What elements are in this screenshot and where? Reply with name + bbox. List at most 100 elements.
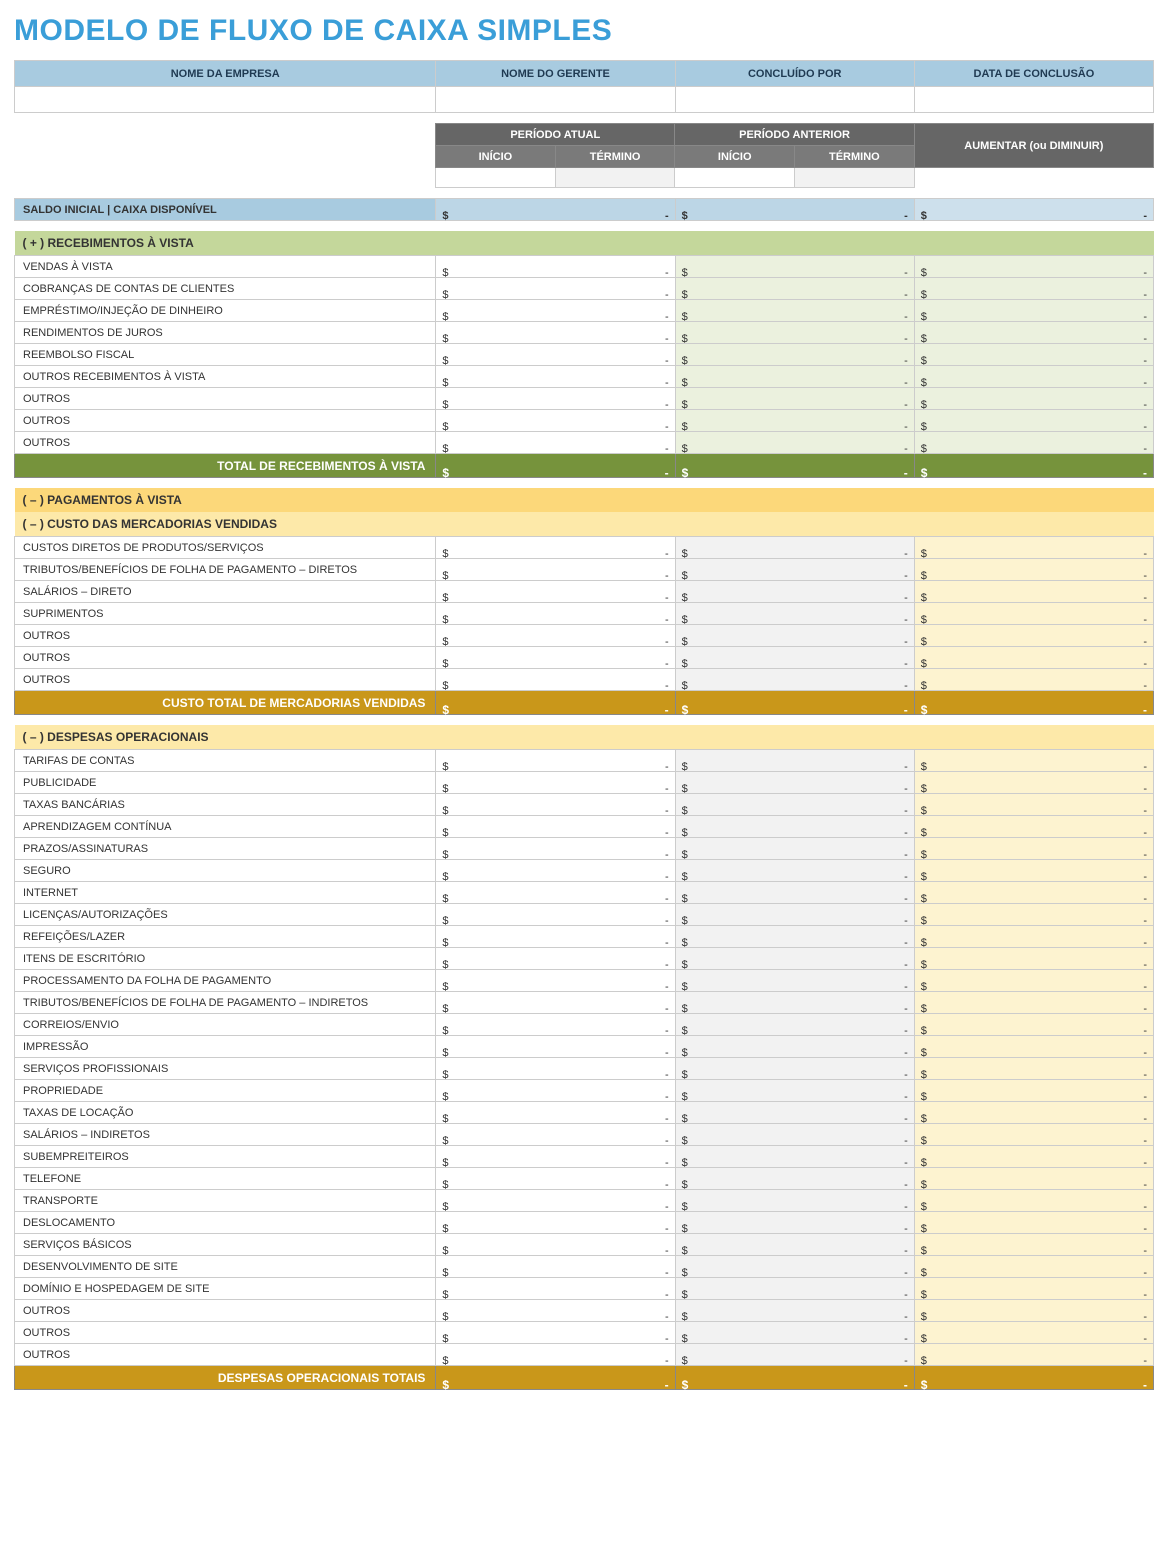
row-money[interactable]: $- — [675, 992, 914, 1014]
row-money[interactable]: $- — [675, 581, 914, 603]
row-money[interactable]: $- — [675, 1344, 914, 1366]
row-money[interactable]: $- — [675, 388, 914, 410]
row-money[interactable]: $- — [675, 1058, 914, 1080]
row-money[interactable]: $- — [436, 581, 675, 603]
row-money[interactable]: $- — [436, 948, 675, 970]
row-money[interactable]: $- — [436, 410, 675, 432]
row-money[interactable]: $- — [436, 647, 675, 669]
row-money[interactable]: $- — [675, 1124, 914, 1146]
info-input-completedby[interactable] — [675, 87, 914, 113]
row-money[interactable]: $- — [436, 1080, 675, 1102]
row-money[interactable]: $- — [675, 278, 914, 300]
row-money[interactable]: $- — [675, 647, 914, 669]
row-money[interactable]: $- — [675, 1212, 914, 1234]
row-money[interactable]: $- — [436, 1124, 675, 1146]
row-money[interactable]: $- — [675, 603, 914, 625]
row-money[interactable]: $- — [675, 772, 914, 794]
row-money[interactable]: $- — [675, 537, 914, 559]
row-money[interactable]: $- — [675, 625, 914, 647]
row-money[interactable]: $- — [436, 322, 675, 344]
row-money[interactable]: $- — [436, 1344, 675, 1366]
row-money[interactable]: $- — [675, 669, 914, 691]
row-money[interactable]: $- — [436, 1058, 675, 1080]
row-money[interactable]: $- — [436, 432, 675, 454]
row-money[interactable]: $- — [436, 860, 675, 882]
row-money[interactable]: $- — [436, 256, 675, 278]
row-money[interactable]: $- — [675, 816, 914, 838]
row-money[interactable]: $- — [675, 838, 914, 860]
row-money[interactable]: $- — [436, 344, 675, 366]
row-money[interactable]: $- — [675, 344, 914, 366]
period-previous-start-input[interactable] — [675, 168, 795, 188]
row-money[interactable]: $- — [436, 838, 675, 860]
row-money[interactable]: $- — [436, 1036, 675, 1058]
row-money[interactable]: $- — [675, 1080, 914, 1102]
row-money[interactable]: $- — [675, 1146, 914, 1168]
row-money[interactable]: $- — [436, 992, 675, 1014]
row-money[interactable]: $- — [675, 926, 914, 948]
row-money[interactable]: $- — [675, 1036, 914, 1058]
row-money[interactable]: $- — [436, 625, 675, 647]
row-money[interactable]: $- — [675, 322, 914, 344]
row-money[interactable]: $- — [436, 603, 675, 625]
row-money[interactable]: $- — [436, 1322, 675, 1344]
row-money[interactable]: $- — [436, 537, 675, 559]
info-input-date[interactable] — [914, 87, 1153, 113]
row-money[interactable]: $- — [675, 1234, 914, 1256]
row-money[interactable]: $- — [675, 1190, 914, 1212]
row-money[interactable]: $- — [675, 750, 914, 772]
row-money[interactable]: $- — [436, 926, 675, 948]
row-money[interactable]: $- — [436, 366, 675, 388]
row-money[interactable]: $- — [436, 300, 675, 322]
row-money[interactable]: $- — [436, 1212, 675, 1234]
row-money[interactable]: $- — [436, 1146, 675, 1168]
row-money[interactable]: $- — [675, 1300, 914, 1322]
row-money[interactable]: $- — [675, 882, 914, 904]
row-money[interactable]: $- — [675, 432, 914, 454]
row-money[interactable]: $- — [436, 970, 675, 992]
row-money[interactable]: $- — [675, 559, 914, 581]
row-money[interactable]: $- — [675, 1322, 914, 1344]
row-label: PROCESSAMENTO DA FOLHA DE PAGAMENTO — [15, 970, 436, 992]
row-money[interactable]: $- — [436, 904, 675, 926]
row-money[interactable]: $- — [675, 1168, 914, 1190]
info-input-company[interactable] — [15, 87, 436, 113]
row-money[interactable]: $- — [436, 1102, 675, 1124]
row-money[interactable]: $- — [675, 1256, 914, 1278]
row-money[interactable]: $- — [675, 300, 914, 322]
row-money[interactable]: $- — [436, 388, 675, 410]
row-money[interactable]: $- — [436, 882, 675, 904]
row-money[interactable]: $- — [675, 1102, 914, 1124]
row-money[interactable]: $- — [675, 904, 914, 926]
row-money[interactable]: $- — [675, 794, 914, 816]
info-input-manager[interactable] — [436, 87, 675, 113]
row-money[interactable]: $- — [436, 1300, 675, 1322]
row-money[interactable]: $- — [436, 772, 675, 794]
row-money[interactable]: $- — [436, 1190, 675, 1212]
row-money: $- — [914, 669, 1153, 691]
row-money[interactable]: $- — [675, 256, 914, 278]
row-money[interactable]: $- — [436, 669, 675, 691]
row-money[interactable]: $- — [675, 1278, 914, 1300]
row-money[interactable]: $- — [675, 860, 914, 882]
row-money[interactable]: $- — [675, 1014, 914, 1036]
row-money[interactable]: $- — [436, 1278, 675, 1300]
row-money[interactable]: $- — [675, 970, 914, 992]
period-current-start-input[interactable] — [436, 168, 556, 188]
row-money[interactable]: $- — [436, 1168, 675, 1190]
row-money[interactable]: $- — [675, 410, 914, 432]
saldo-inicial-current[interactable]: $- — [436, 199, 675, 221]
row-money[interactable]: $- — [675, 366, 914, 388]
period-previous-end-input[interactable] — [795, 168, 915, 188]
row-money[interactable]: $- — [436, 816, 675, 838]
row-money[interactable]: $- — [675, 948, 914, 970]
row-money[interactable]: $- — [436, 1014, 675, 1036]
period-current-end-input[interactable] — [555, 168, 675, 188]
row-money[interactable]: $- — [436, 1234, 675, 1256]
row-money[interactable]: $- — [436, 750, 675, 772]
row-money[interactable]: $- — [436, 278, 675, 300]
row-money[interactable]: $- — [436, 1256, 675, 1278]
saldo-inicial-previous[interactable]: $- — [675, 199, 914, 221]
row-money[interactable]: $- — [436, 794, 675, 816]
row-money[interactable]: $- — [436, 559, 675, 581]
